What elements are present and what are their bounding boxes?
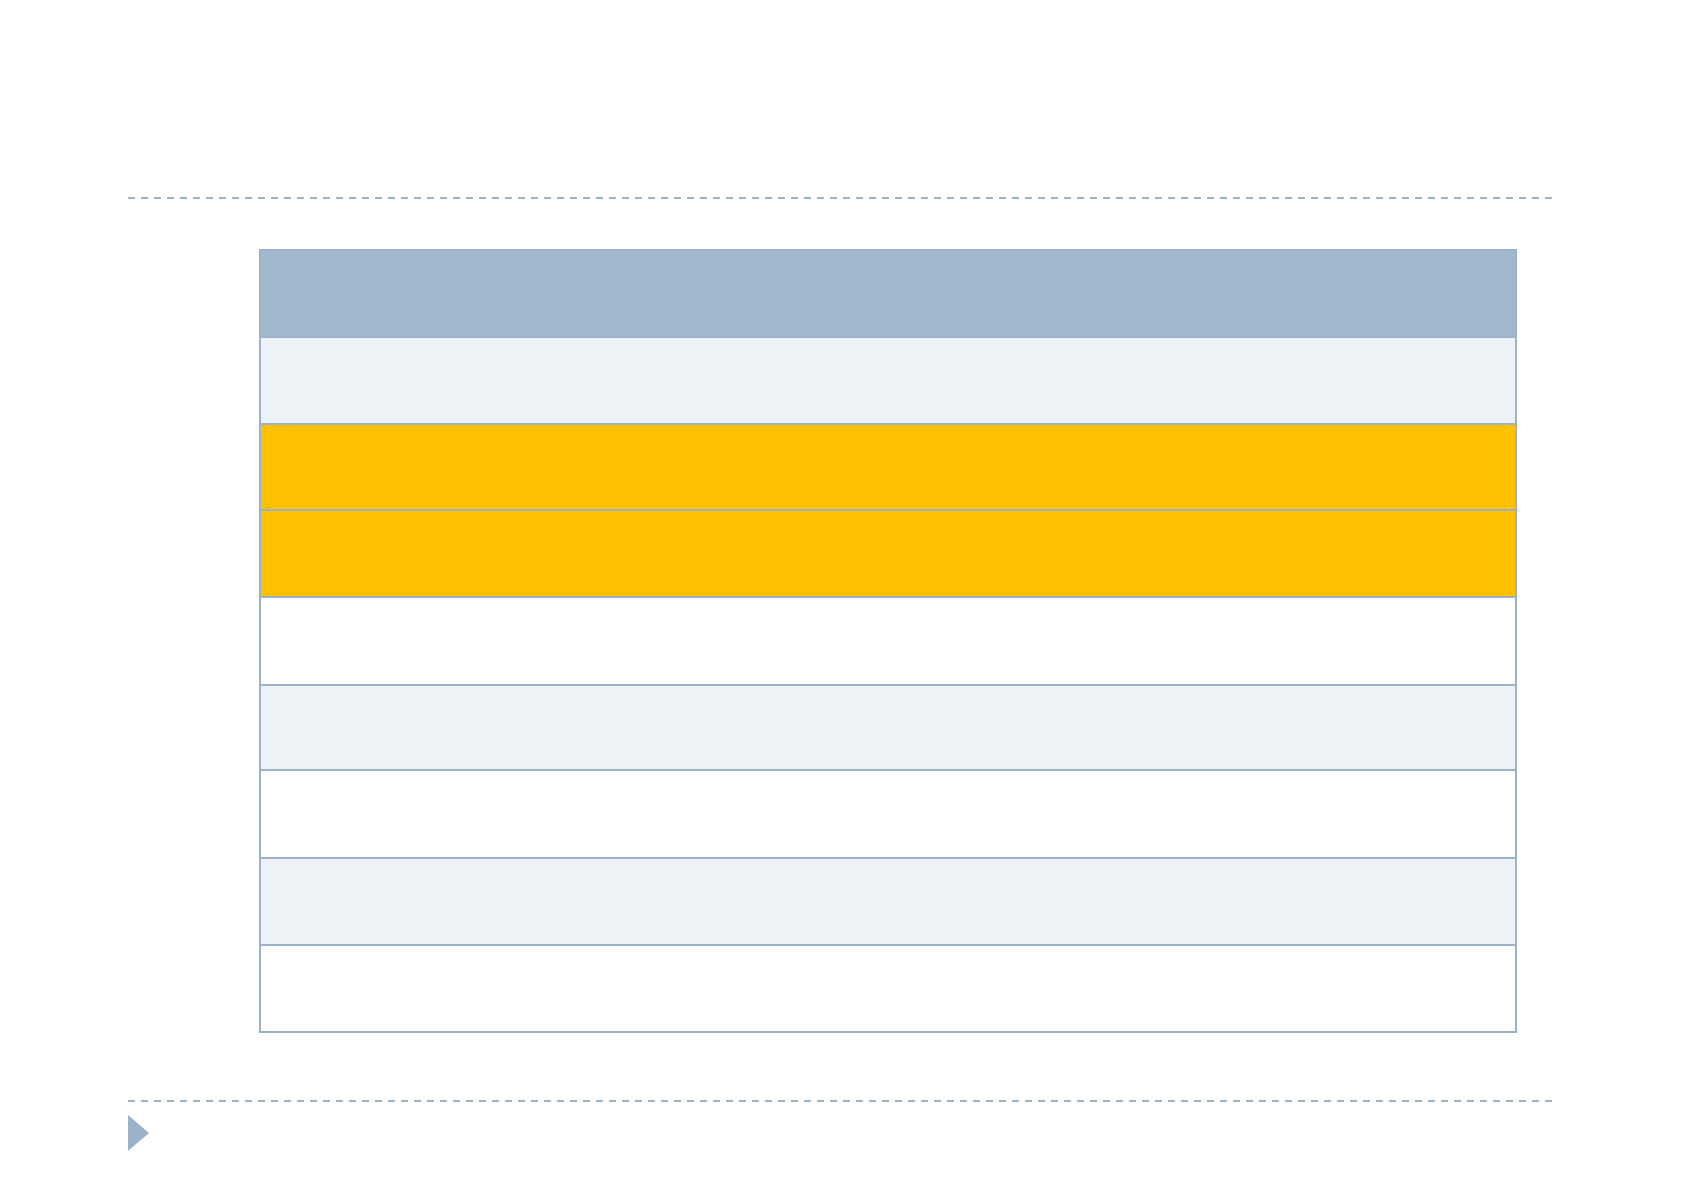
header-row bbox=[259, 249, 1517, 338]
table-row bbox=[259, 944, 1517, 1033]
slide-marker bbox=[128, 1115, 149, 1151]
table-row bbox=[259, 769, 1517, 859]
highlighted-row bbox=[259, 509, 1517, 598]
table-row bbox=[259, 684, 1517, 771]
highlighted-row bbox=[259, 423, 1517, 511]
table bbox=[259, 249, 1517, 1033]
table-row bbox=[259, 596, 1517, 686]
table-row bbox=[259, 857, 1517, 946]
table-row bbox=[259, 336, 1517, 425]
